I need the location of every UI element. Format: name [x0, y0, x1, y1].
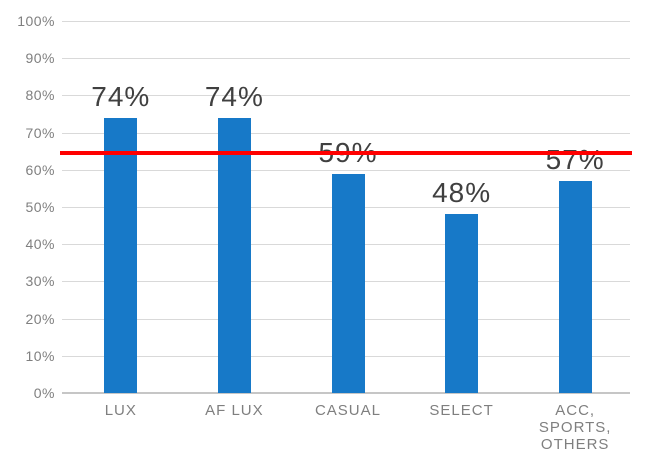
y-tick-label: 40% — [25, 236, 55, 253]
bar-casual — [331, 173, 365, 393]
y-tick-label: 60% — [25, 161, 55, 178]
bar-select — [445, 214, 479, 393]
bar-value-label: 74% — [91, 80, 151, 112]
bar-value-label: 57% — [545, 143, 605, 175]
y-gridline — [62, 21, 630, 22]
x-category-label: CASUAL — [314, 402, 381, 419]
y-tick-label: 70% — [25, 124, 55, 141]
x-category-label: AF LUX — [205, 402, 264, 419]
y-gridline — [62, 58, 630, 60]
y-gridline — [62, 95, 630, 97]
y-tick-label: 80% — [25, 87, 55, 104]
y-tick-label: 20% — [25, 310, 55, 327]
y-tick-label: 90% — [25, 50, 55, 67]
x-category-label: SELECT — [429, 402, 494, 419]
y-gridline — [62, 132, 630, 134]
x-axis-line — [62, 392, 630, 394]
reference-line — [60, 151, 632, 156]
y-tick-label: 30% — [25, 273, 55, 290]
y-tick-label: 50% — [25, 199, 55, 215]
y-tick-label: 0% — [33, 385, 55, 401]
bar-af-lux — [217, 117, 251, 393]
y-tick-label: 100% — [17, 13, 55, 29]
x-category-label: ACC, SPORTS, OTHERS — [538, 402, 612, 453]
y-tick-label: 10% — [25, 347, 55, 364]
bar-acc-sports-others — [558, 180, 592, 393]
y-gridline — [62, 169, 630, 171]
x-category-label: LUX — [104, 402, 137, 419]
bar-lux — [104, 117, 138, 393]
bar-value-label: 74% — [204, 80, 264, 112]
bar-value-label: 48% — [432, 177, 492, 209]
